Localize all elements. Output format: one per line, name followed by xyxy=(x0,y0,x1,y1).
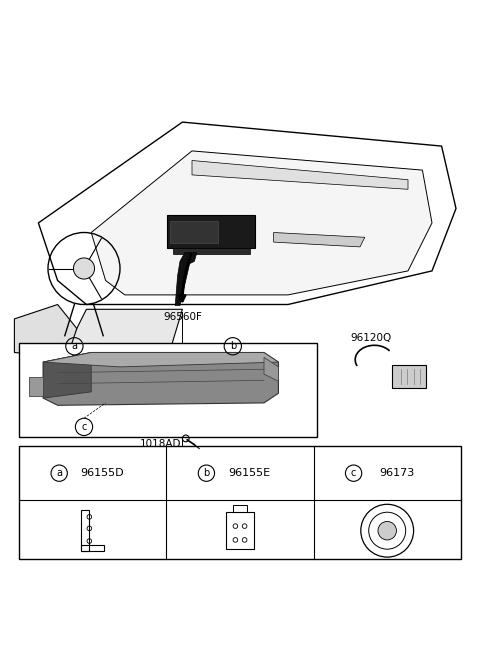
Bar xyxy=(170,221,218,243)
Polygon shape xyxy=(67,309,182,367)
Polygon shape xyxy=(192,160,408,189)
Text: 96560F: 96560F xyxy=(163,311,202,322)
Text: c: c xyxy=(81,422,87,432)
Text: a: a xyxy=(56,468,62,478)
Bar xyxy=(19,343,317,436)
Polygon shape xyxy=(43,353,278,405)
Text: 96155D: 96155D xyxy=(81,468,124,478)
Text: a: a xyxy=(72,341,77,351)
Bar xyxy=(19,446,461,559)
Text: b: b xyxy=(229,341,236,351)
Polygon shape xyxy=(29,376,43,396)
Polygon shape xyxy=(274,233,365,247)
Polygon shape xyxy=(175,253,197,306)
Text: 1018AD: 1018AD xyxy=(140,439,181,449)
Text: 96155E: 96155E xyxy=(228,468,271,478)
Polygon shape xyxy=(91,151,432,295)
Bar xyxy=(226,512,254,549)
Polygon shape xyxy=(14,304,77,357)
Text: b: b xyxy=(203,468,210,478)
Bar xyxy=(173,248,250,254)
Text: 96120Q: 96120Q xyxy=(350,333,392,343)
Circle shape xyxy=(378,522,396,540)
FancyBboxPatch shape xyxy=(167,215,255,248)
Text: 96173: 96173 xyxy=(379,468,414,478)
FancyBboxPatch shape xyxy=(392,365,426,388)
Polygon shape xyxy=(43,353,278,367)
Bar xyxy=(81,545,104,551)
Circle shape xyxy=(73,258,95,279)
Polygon shape xyxy=(43,353,91,398)
Text: c: c xyxy=(351,468,356,478)
Polygon shape xyxy=(264,357,278,381)
Bar xyxy=(233,505,247,512)
Bar xyxy=(81,510,89,551)
